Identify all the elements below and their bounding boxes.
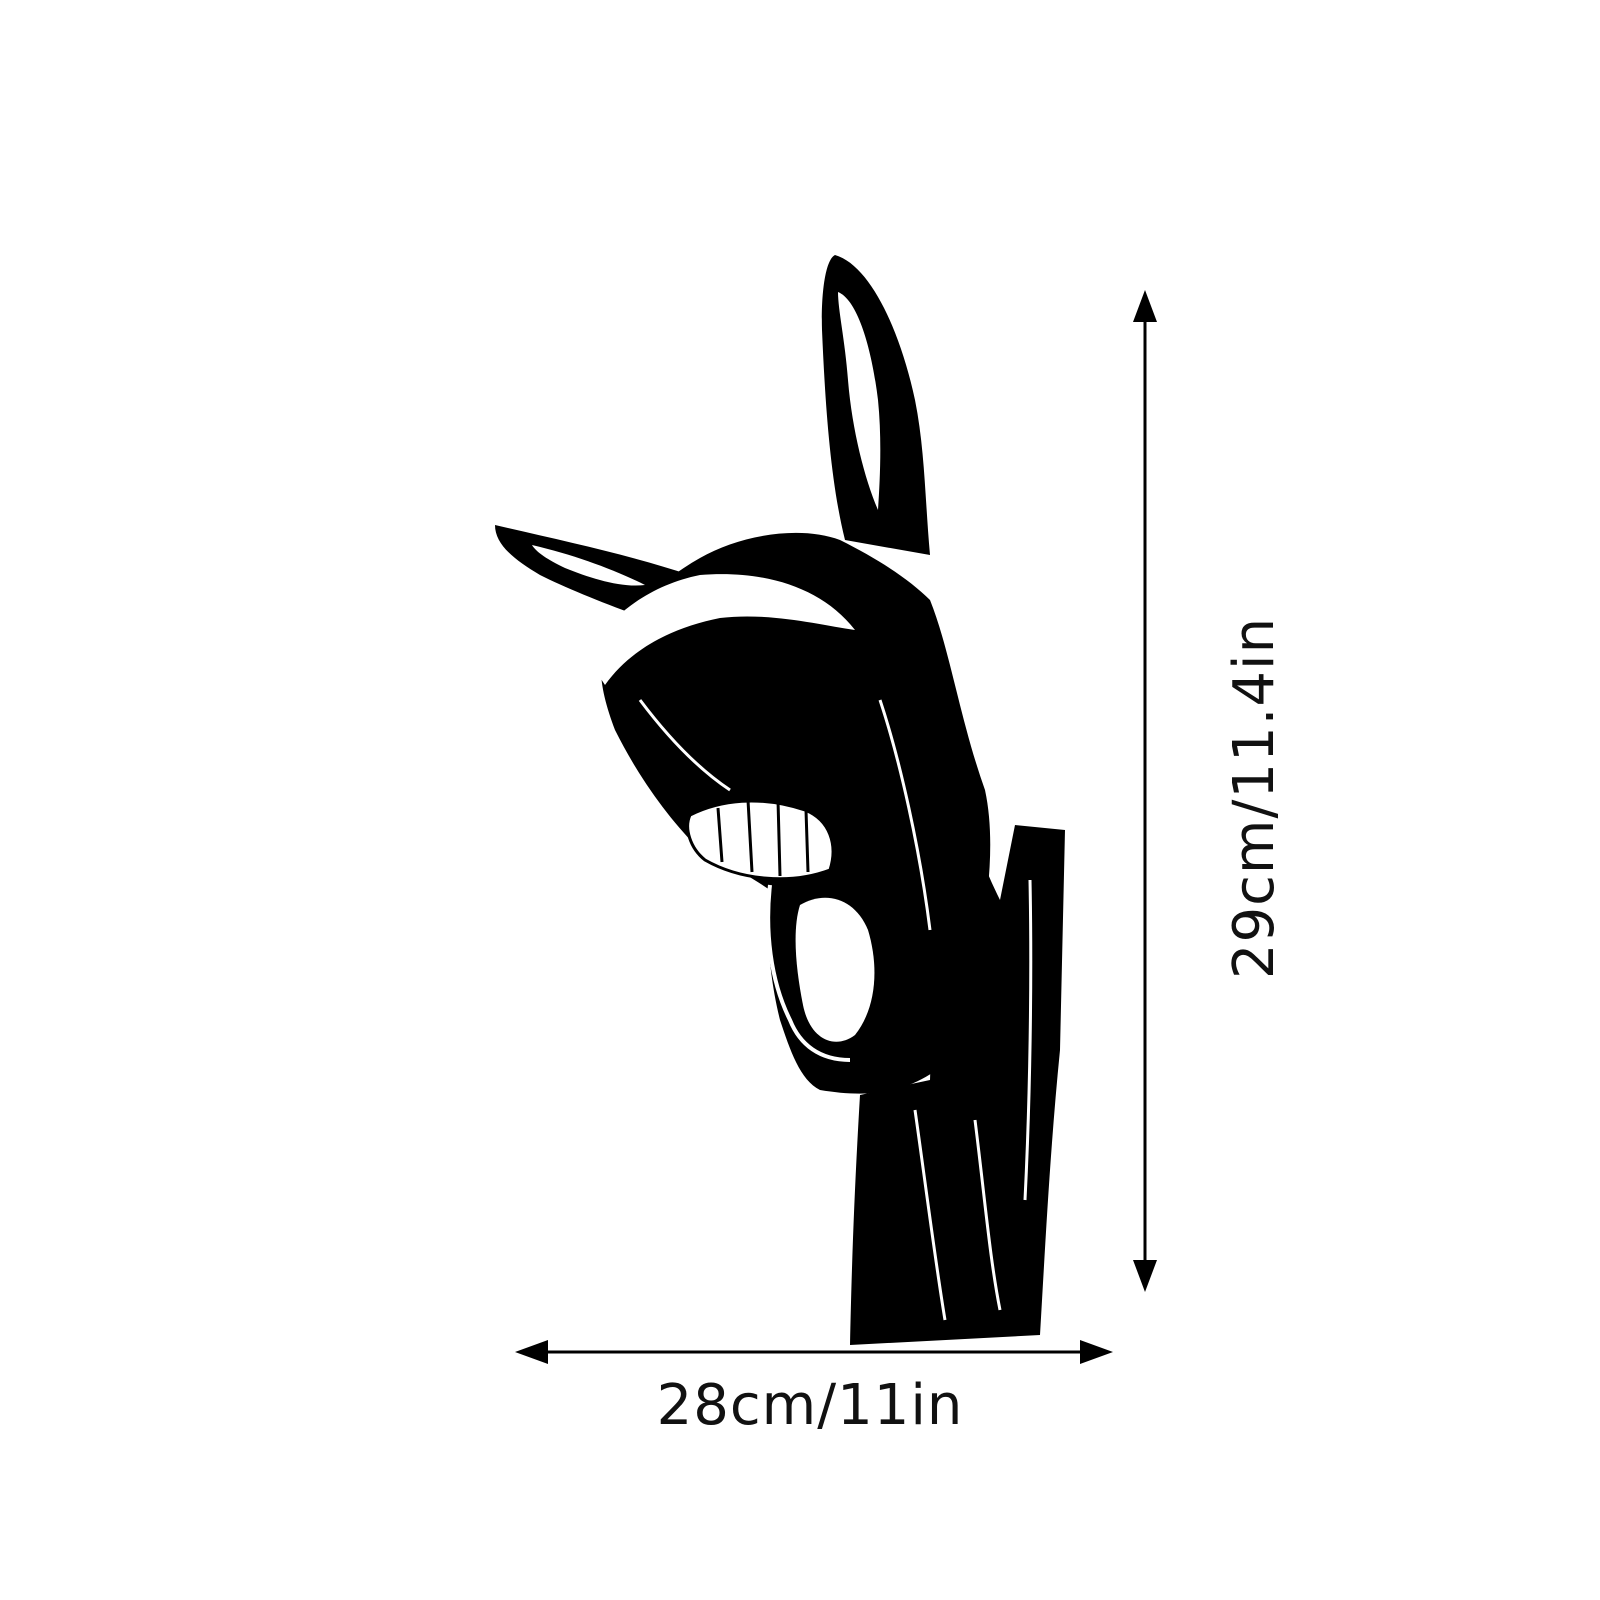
- arrow-up-icon: [1133, 290, 1157, 322]
- width-dimension-line: [515, 1340, 1113, 1364]
- height-dimension-line: [1133, 290, 1157, 1292]
- arrow-down-icon: [1133, 1260, 1157, 1292]
- width-dimension-label: 28cm/11in: [656, 1373, 964, 1438]
- arrow-left-icon: [515, 1340, 548, 1364]
- height-dimension-label: 29cm/11.4in: [1222, 616, 1287, 980]
- arrow-right-icon: [1080, 1340, 1113, 1364]
- laughing-donkey-silhouette-icon: [495, 255, 1065, 1345]
